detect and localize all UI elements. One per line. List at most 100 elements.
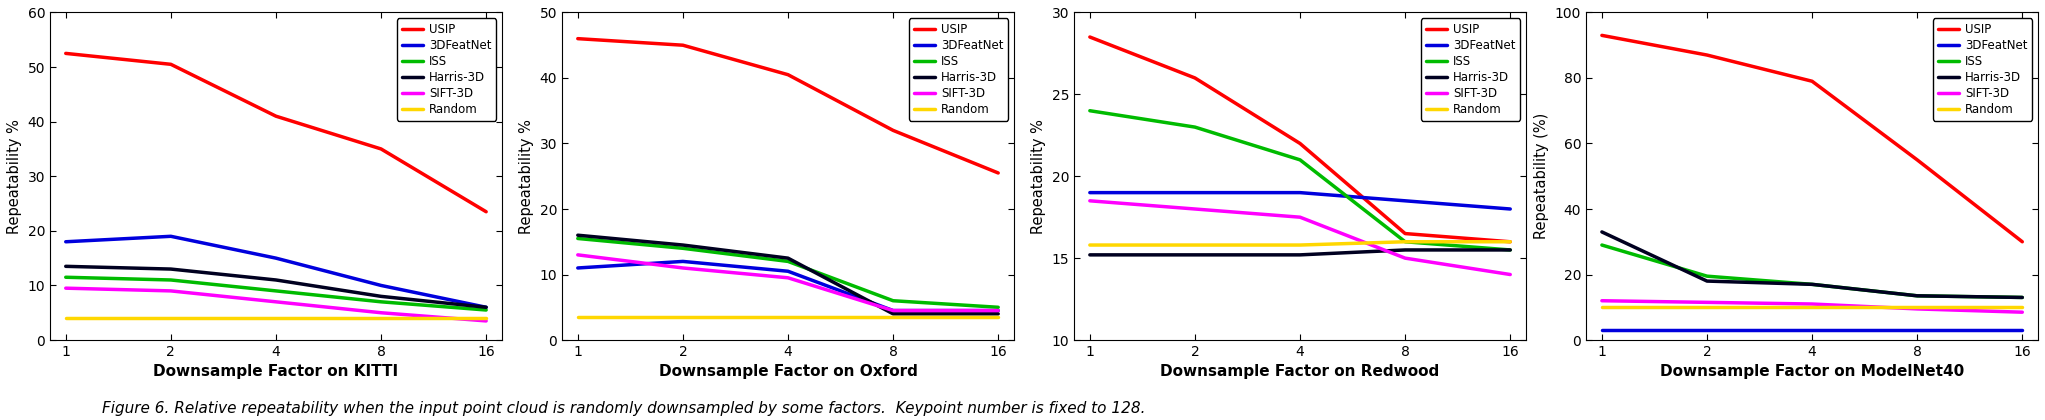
- ISS: [986, 305, 1010, 310]
- ISS: [775, 259, 800, 264]
- Random: [1182, 242, 1207, 247]
- SIFT-3D: [1906, 307, 1930, 312]
- Random: [1800, 305, 1824, 310]
- Harris-3D: [368, 294, 393, 299]
- Harris-3D: [1182, 252, 1207, 257]
- ISS: [1695, 274, 1720, 279]
- SIFT-3D: [264, 299, 288, 304]
- 3DFeatNet: [474, 305, 499, 310]
- SIFT-3D: [1393, 256, 1417, 261]
- X-axis label: Downsample Factor on ModelNet40: Downsample Factor on ModelNet40: [1661, 365, 1963, 379]
- Random: [2010, 305, 2035, 310]
- USIP: [1288, 141, 1313, 146]
- SIFT-3D: [2010, 310, 2035, 315]
- Line: Harris-3D: Harris-3D: [1090, 250, 1511, 255]
- USIP: [1078, 34, 1102, 39]
- Random: [775, 315, 800, 320]
- 3DFeatNet: [1499, 207, 1524, 212]
- Harris-3D: [881, 311, 906, 316]
- ISS: [566, 236, 591, 241]
- Random: [881, 315, 906, 320]
- Legend: USIP, 3DFeatNet, ISS, Harris-3D, SIFT-3D, Random: USIP, 3DFeatNet, ISS, Harris-3D, SIFT-3D…: [1421, 18, 1519, 121]
- Random: [671, 315, 695, 320]
- 3DFeatNet: [2010, 328, 2035, 333]
- Harris-3D: [1800, 282, 1824, 287]
- Legend: USIP, 3DFeatNet, ISS, Harris-3D, SIFT-3D, Random: USIP, 3DFeatNet, ISS, Harris-3D, SIFT-3D…: [397, 18, 497, 121]
- Line: USIP: USIP: [1090, 37, 1511, 242]
- 3DFeatNet: [1695, 328, 1720, 333]
- Y-axis label: Repeatability %: Repeatability %: [1031, 119, 1047, 234]
- Harris-3D: [264, 278, 288, 283]
- Harris-3D: [1906, 293, 1930, 298]
- Line: SIFT-3D: SIFT-3D: [1601, 301, 2023, 312]
- Random: [1695, 305, 1720, 310]
- Random: [566, 315, 591, 320]
- USIP: [1589, 33, 1614, 38]
- 3DFeatNet: [1078, 190, 1102, 195]
- X-axis label: Downsample Factor on Oxford: Downsample Factor on Oxford: [658, 365, 918, 379]
- SIFT-3D: [1078, 198, 1102, 203]
- ISS: [1288, 158, 1313, 163]
- 3DFeatNet: [986, 308, 1010, 313]
- SIFT-3D: [881, 308, 906, 313]
- Y-axis label: Repeatability %: Repeatability %: [6, 119, 22, 234]
- Line: ISS: ISS: [1601, 245, 2023, 297]
- Random: [474, 316, 499, 321]
- Random: [264, 316, 288, 321]
- SIFT-3D: [1695, 300, 1720, 305]
- Harris-3D: [1393, 247, 1417, 252]
- Line: 3DFeatNet: 3DFeatNet: [1090, 193, 1511, 209]
- Line: Harris-3D: Harris-3D: [579, 235, 998, 314]
- ISS: [160, 278, 184, 283]
- 3DFeatNet: [1182, 190, 1207, 195]
- SIFT-3D: [53, 286, 78, 291]
- 3DFeatNet: [881, 308, 906, 313]
- Random: [986, 315, 1010, 320]
- Y-axis label: Repeatability %: Repeatability %: [519, 119, 534, 234]
- 3DFeatNet: [1589, 328, 1614, 333]
- SIFT-3D: [474, 318, 499, 323]
- ISS: [881, 298, 906, 303]
- SIFT-3D: [1182, 207, 1207, 212]
- 3DFeatNet: [1800, 328, 1824, 333]
- USIP: [775, 72, 800, 77]
- Line: ISS: ISS: [1090, 111, 1511, 250]
- Line: 3DFeatNet: 3DFeatNet: [579, 261, 998, 310]
- 3DFeatNet: [160, 234, 184, 239]
- Line: Harris-3D: Harris-3D: [1601, 232, 2023, 297]
- USIP: [160, 62, 184, 67]
- ISS: [368, 299, 393, 304]
- USIP: [1393, 231, 1417, 236]
- 3DFeatNet: [1288, 190, 1313, 195]
- Line: 3DFeatNet: 3DFeatNet: [65, 236, 487, 307]
- 3DFeatNet: [775, 269, 800, 274]
- 3DFeatNet: [671, 259, 695, 264]
- X-axis label: Downsample Factor on Redwood: Downsample Factor on Redwood: [1160, 365, 1440, 379]
- SIFT-3D: [1589, 298, 1614, 303]
- SIFT-3D: [1288, 215, 1313, 220]
- Random: [1393, 239, 1417, 244]
- Random: [53, 316, 78, 321]
- Legend: USIP, 3DFeatNet, ISS, Harris-3D, SIFT-3D, Random: USIP, 3DFeatNet, ISS, Harris-3D, SIFT-3D…: [1933, 18, 2033, 121]
- Harris-3D: [2010, 295, 2035, 300]
- Y-axis label: Repeatability (%): Repeatability (%): [1534, 113, 1550, 239]
- USIP: [474, 209, 499, 214]
- 3DFeatNet: [1393, 198, 1417, 203]
- ISS: [1182, 125, 1207, 130]
- ISS: [2010, 295, 2035, 300]
- Line: USIP: USIP: [579, 39, 998, 173]
- ISS: [1800, 282, 1824, 287]
- Random: [1288, 242, 1313, 247]
- Harris-3D: [1078, 252, 1102, 257]
- Harris-3D: [671, 242, 695, 247]
- USIP: [1499, 239, 1524, 244]
- USIP: [1182, 76, 1207, 81]
- 3DFeatNet: [53, 239, 78, 244]
- SIFT-3D: [986, 308, 1010, 313]
- SIFT-3D: [160, 289, 184, 294]
- USIP: [2010, 239, 2035, 244]
- USIP: [264, 114, 288, 119]
- Line: USIP: USIP: [1601, 35, 2023, 242]
- SIFT-3D: [775, 275, 800, 280]
- Harris-3D: [1695, 278, 1720, 284]
